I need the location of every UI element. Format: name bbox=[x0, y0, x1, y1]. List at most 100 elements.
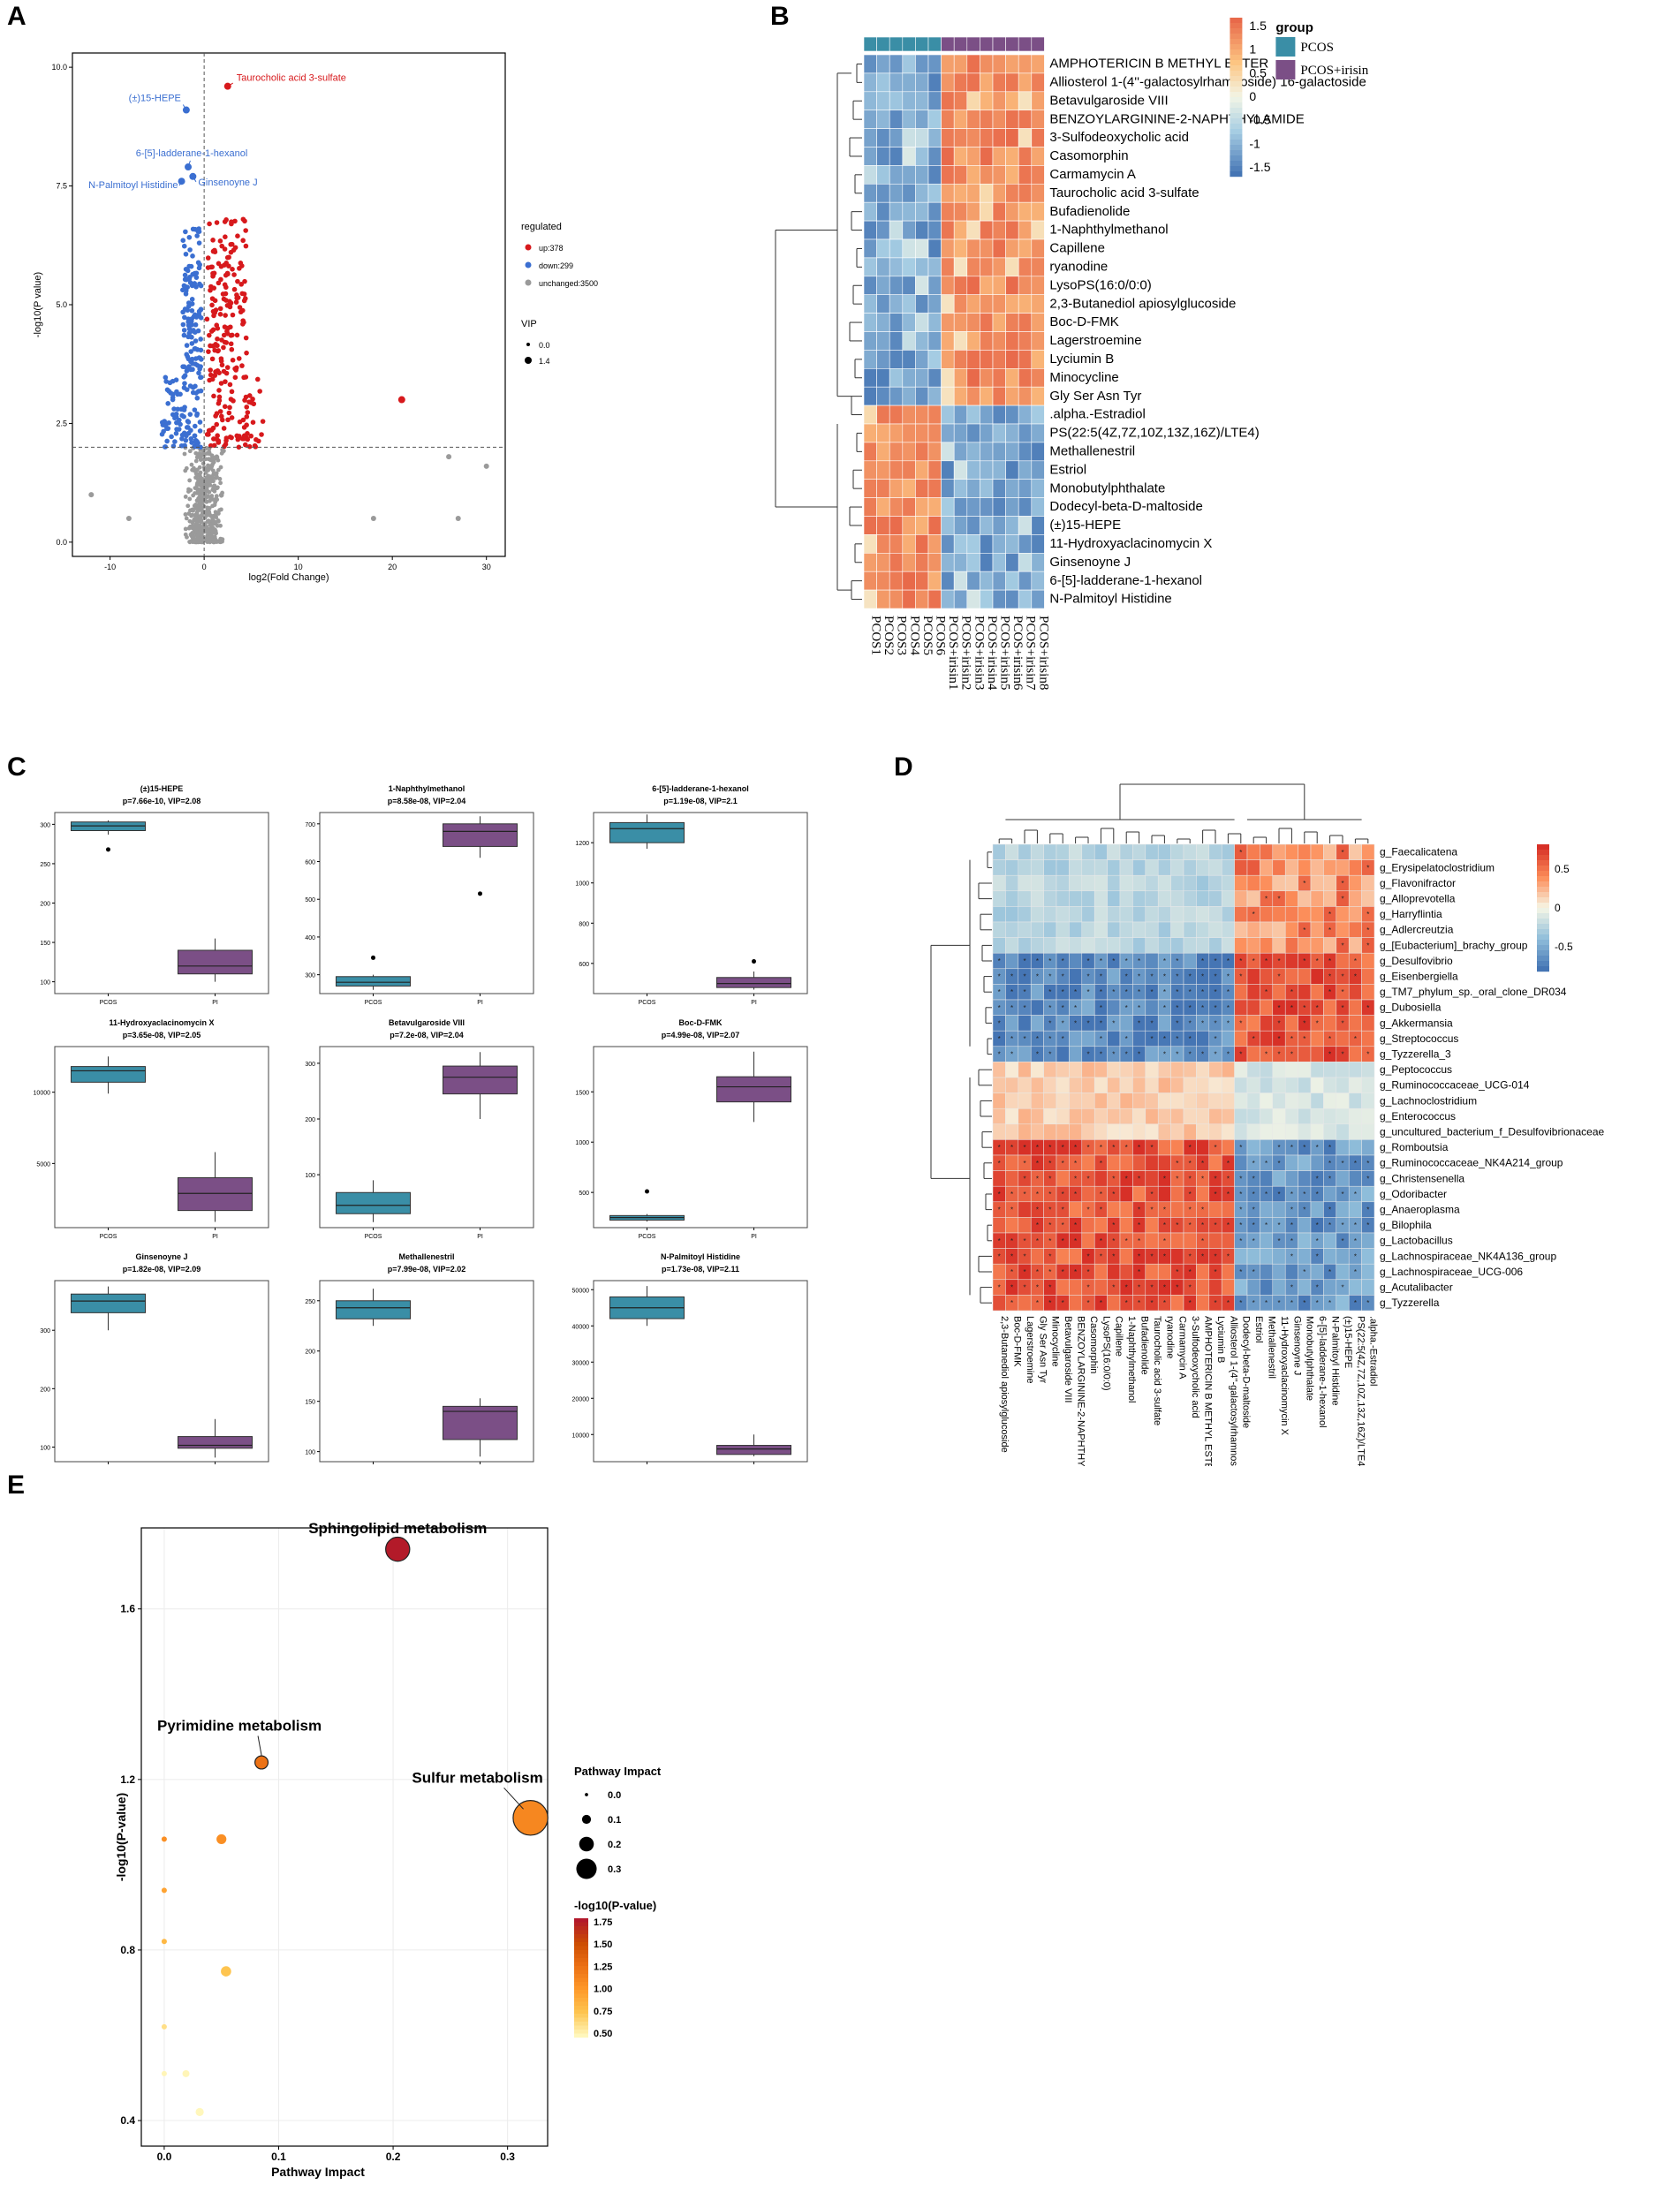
corr-significance-mark: * bbox=[1252, 957, 1255, 965]
corr-cell bbox=[1208, 1232, 1222, 1249]
x-tick-label: 0.2 bbox=[386, 2151, 401, 2163]
boxplot-subtitle: p=8.58e-08, VIP=2.04 bbox=[388, 797, 466, 805]
scale-gradient-step bbox=[1230, 92, 1243, 98]
heatmap-cell bbox=[966, 184, 980, 203]
corr-cell bbox=[1361, 890, 1375, 907]
corr-cell bbox=[1145, 1077, 1159, 1093]
corr-significance-mark: * bbox=[1138, 1206, 1140, 1214]
corr-significance-mark: * bbox=[1290, 1252, 1293, 1260]
heatmap-cell bbox=[1031, 276, 1045, 295]
y-tick-label: 200 bbox=[40, 902, 50, 908]
corr-cell bbox=[1246, 968, 1260, 985]
corr-cell bbox=[1272, 937, 1286, 954]
annotation-leader bbox=[227, 82, 234, 87]
corr-significance-mark: * bbox=[1214, 1175, 1216, 1183]
corr-significance-mark: * bbox=[1277, 1144, 1280, 1152]
corr-significance-mark: * bbox=[1239, 1051, 1242, 1059]
corr-significance-mark: * bbox=[1048, 1144, 1051, 1152]
volcano-point bbox=[181, 413, 186, 420]
corr-significance-mark: * bbox=[1176, 1019, 1178, 1027]
volcano-point bbox=[195, 472, 201, 477]
heatmap-cell bbox=[863, 571, 877, 591]
corr-significance-mark: * bbox=[1366, 1160, 1369, 1168]
corr-cell bbox=[1361, 1062, 1375, 1078]
corr-row-label: g_Lachnospiraceae_NK4A136_group bbox=[1380, 1250, 1556, 1262]
corr-significance-mark: * bbox=[1138, 1144, 1140, 1152]
corr-significance-mark: * bbox=[1201, 973, 1204, 981]
corr-cell bbox=[1246, 1077, 1260, 1093]
corr-cell bbox=[1030, 906, 1044, 923]
corr-significance-mark: * bbox=[998, 1284, 1001, 1292]
corr-cell bbox=[1157, 1062, 1171, 1078]
corr-cell bbox=[1234, 1092, 1248, 1109]
corr-significance-mark: * bbox=[1150, 1252, 1153, 1260]
volcano-point bbox=[178, 421, 183, 427]
corr-cell bbox=[1094, 874, 1108, 892]
heatmap-cell bbox=[941, 110, 955, 129]
corr-cell bbox=[1272, 1248, 1286, 1265]
corr-cell bbox=[1132, 843, 1146, 860]
corr-cell bbox=[1196, 890, 1210, 907]
corr-cell bbox=[1056, 859, 1070, 876]
heatmap-cell bbox=[902, 147, 916, 166]
corr-cell bbox=[1348, 874, 1362, 892]
corr-cell bbox=[1056, 1062, 1070, 1078]
corr-cell bbox=[1298, 1217, 1312, 1234]
corr-scale-step bbox=[1537, 897, 1549, 903]
volcano-point bbox=[205, 508, 210, 512]
volcano-point bbox=[237, 419, 243, 425]
corr-cell bbox=[1145, 843, 1159, 860]
corr-significance-mark: * bbox=[1189, 1004, 1192, 1012]
heatmap-cell bbox=[1018, 404, 1033, 425]
heatmap-cell bbox=[980, 128, 994, 147]
heatmap-cell bbox=[992, 404, 1006, 425]
heatmap-cell bbox=[941, 276, 955, 295]
volcano-point bbox=[218, 480, 223, 486]
heatmap-cell bbox=[953, 367, 968, 388]
corr-significance-mark: * bbox=[1252, 1035, 1255, 1043]
volcano-point bbox=[214, 471, 219, 476]
corr-significance-mark: * bbox=[1189, 1221, 1192, 1229]
heatmap-cell bbox=[980, 294, 994, 314]
volcano-point bbox=[218, 381, 224, 386]
heatmap-cell bbox=[902, 497, 916, 517]
corr-significance-mark: * bbox=[1048, 988, 1051, 996]
corr-significance-mark: * bbox=[1036, 957, 1039, 965]
size-legend-dot bbox=[579, 1836, 594, 1852]
heatmap-cell bbox=[863, 54, 877, 74]
corr-cell bbox=[1056, 921, 1070, 938]
heatmap-cell bbox=[889, 367, 904, 388]
scale-gradient-step bbox=[1230, 60, 1243, 66]
corr-column-label: Gly Ser Asn Tyr bbox=[1037, 1316, 1048, 1384]
corr-significance-mark: * bbox=[1265, 896, 1268, 903]
corr-cell bbox=[1132, 890, 1146, 907]
volcano-point bbox=[193, 383, 198, 389]
corr-cell bbox=[1157, 921, 1171, 938]
volcano-point bbox=[183, 495, 188, 499]
y-tick-label: 300 bbox=[305, 1062, 315, 1068]
corr-cell bbox=[1272, 874, 1286, 892]
volcano-point bbox=[182, 306, 188, 312]
corr-cell bbox=[1298, 1279, 1312, 1296]
corr-significance-mark: * bbox=[1048, 1237, 1051, 1245]
heatmap-cell bbox=[1018, 276, 1033, 295]
corr-significance-mark: * bbox=[1214, 973, 1216, 981]
heatmap-cell bbox=[953, 201, 968, 222]
heatmap-cell bbox=[966, 442, 980, 462]
scale-gradient-step bbox=[1230, 155, 1243, 162]
heatmap-cell bbox=[863, 184, 877, 203]
corr-cell bbox=[1030, 1123, 1044, 1140]
heatmap-cell bbox=[1018, 110, 1033, 129]
corr-significance-mark: * bbox=[1086, 1284, 1089, 1292]
annotation-label: N-Palmitoyl Histidine bbox=[88, 180, 178, 191]
volcano-point bbox=[257, 389, 262, 394]
corr-cell bbox=[1260, 1123, 1274, 1140]
corr-significance-mark: * bbox=[1227, 1191, 1230, 1198]
corr-cell bbox=[1310, 1108, 1324, 1125]
corr-cell bbox=[1298, 968, 1312, 985]
volcano-point bbox=[195, 488, 201, 493]
corr-cell bbox=[1361, 1263, 1375, 1281]
corr-cell bbox=[1030, 984, 1044, 1001]
corr-cell bbox=[1336, 1170, 1350, 1187]
corr-significance-mark: * bbox=[1010, 1237, 1013, 1245]
